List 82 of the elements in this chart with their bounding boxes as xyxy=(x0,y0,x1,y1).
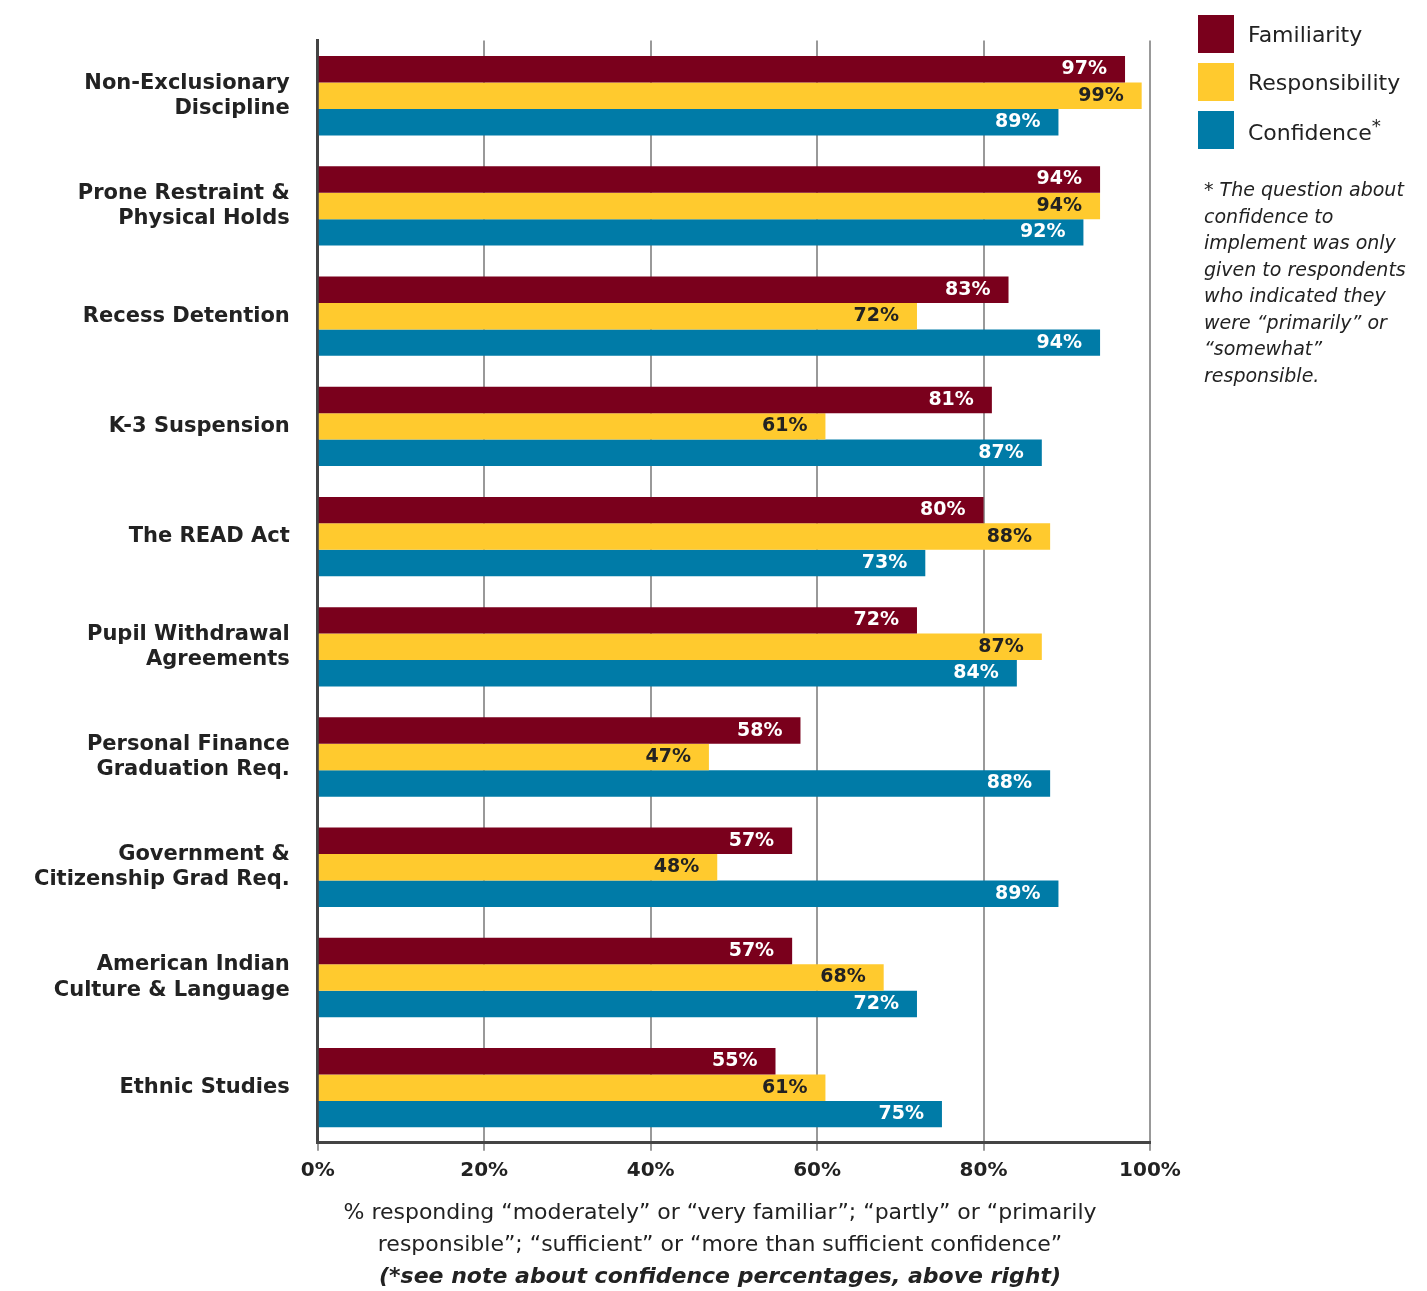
data-label: 87% xyxy=(978,439,1024,462)
bar xyxy=(318,743,709,771)
data-label: 72% xyxy=(853,990,899,1013)
y-tick-label: Personal Finance Graduation Req. xyxy=(86,730,290,781)
data-label: 58% xyxy=(736,717,783,740)
y-tick-label: Recess Detention xyxy=(82,302,290,327)
data-label: 72% xyxy=(853,607,899,630)
bar xyxy=(318,633,1042,661)
y-tick-label: American Indian Culture & Language xyxy=(53,951,290,1001)
y-tick-label: K-3 Suspension xyxy=(108,412,290,437)
data-label: 88% xyxy=(986,523,1033,546)
data-label: 87% xyxy=(978,633,1024,656)
y-tick-label: Ethnic Studies xyxy=(119,1074,290,1099)
bar xyxy=(318,549,926,577)
data-label: 80% xyxy=(920,497,966,520)
text: (*see note about confidence percentages, above right) xyxy=(378,1262,1062,1290)
x-tick-label: 100% xyxy=(1119,1157,1181,1181)
bar xyxy=(318,1048,776,1075)
bar xyxy=(318,854,718,881)
data-label: 57% xyxy=(728,937,775,960)
y-tick-label: Pupil Withdrawal Agreements xyxy=(87,620,290,670)
bar xyxy=(318,827,793,855)
y-tick-label: Non-Exclusionary Discipline xyxy=(84,69,291,119)
data-label: 48% xyxy=(653,854,700,877)
x-axis-title: % responding “moderately” or “very familiar”; “partly” or “primarily responsible”; “sufficient” or “more than sufficient confidence” xyxy=(342,1198,1098,1258)
bar xyxy=(318,329,1101,356)
y-tick-label: Government & Citizenship Grad Req. xyxy=(33,841,290,891)
legend-label: Responsibility xyxy=(1248,69,1401,95)
x-tick-label: 0% xyxy=(300,1157,335,1181)
x-tick-label: 60% xyxy=(793,1157,842,1181)
data-label: 73% xyxy=(861,549,908,572)
bar xyxy=(318,1100,942,1128)
bar xyxy=(318,192,1101,220)
text: * The question about confidence to implement was only given to respondents who indicated they were “primarily” or “somewhat” responsible. xyxy=(1204,177,1407,388)
bar xyxy=(318,219,1084,246)
legend-label: Familiarity xyxy=(1248,21,1363,47)
bar xyxy=(318,82,1142,109)
bar xyxy=(318,56,1126,83)
bar xyxy=(318,166,1101,193)
data-label: 68% xyxy=(820,964,866,987)
data-label: 89% xyxy=(994,880,1041,903)
data-label: 84% xyxy=(953,660,999,683)
bar xyxy=(318,276,1009,303)
bar xyxy=(318,937,793,965)
x-tick-label: 40% xyxy=(626,1157,675,1181)
data-label: 94% xyxy=(1036,329,1083,352)
data-label: 57% xyxy=(728,827,775,850)
data-label: 47% xyxy=(645,743,691,766)
bar xyxy=(318,660,1017,687)
data-label: 81% xyxy=(928,386,974,409)
data-label: 99% xyxy=(1078,82,1124,105)
bar xyxy=(318,990,917,1018)
data-label: 92% xyxy=(1019,219,1066,242)
legend-label: Confidence$^{*}$ xyxy=(1248,114,1381,146)
data-label: 61% xyxy=(761,1074,808,1097)
x-tick-label: 80% xyxy=(959,1157,1008,1181)
data-label: 83% xyxy=(945,276,991,299)
bar xyxy=(318,413,826,440)
bar xyxy=(318,770,1051,797)
data-label: 94% xyxy=(1036,166,1083,189)
bar xyxy=(318,607,917,634)
data-label: 89% xyxy=(994,109,1041,132)
bar xyxy=(318,108,1059,136)
bar xyxy=(318,496,984,524)
bar xyxy=(318,880,1059,907)
bar xyxy=(318,302,917,330)
bar xyxy=(318,523,1051,550)
y-tick-label: Prone Restraint & Physical Holds xyxy=(77,179,290,229)
data-label: 75% xyxy=(878,1101,924,1124)
bar xyxy=(318,717,801,744)
data-label: 88% xyxy=(986,770,1033,793)
bar xyxy=(318,964,884,991)
y-tick-label: The READ Act xyxy=(128,523,290,548)
data-label: 61% xyxy=(761,413,808,436)
data-label: 55% xyxy=(712,1048,758,1071)
data-label: 94% xyxy=(1036,192,1083,215)
data-label: 97% xyxy=(1061,56,1108,79)
bar xyxy=(318,439,1042,467)
data-label: 72% xyxy=(853,303,899,326)
bar xyxy=(318,1074,826,1101)
x-tick-label: 20% xyxy=(460,1157,509,1181)
bar xyxy=(318,386,992,414)
